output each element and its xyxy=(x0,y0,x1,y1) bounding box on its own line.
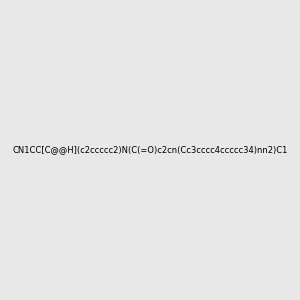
Text: CN1CC[C@@H](c2ccccc2)N(C(=O)c2cn(Cc3cccc4ccccc34)nn2)C1: CN1CC[C@@H](c2ccccc2)N(C(=O)c2cn(Cc3cccc… xyxy=(12,146,288,154)
